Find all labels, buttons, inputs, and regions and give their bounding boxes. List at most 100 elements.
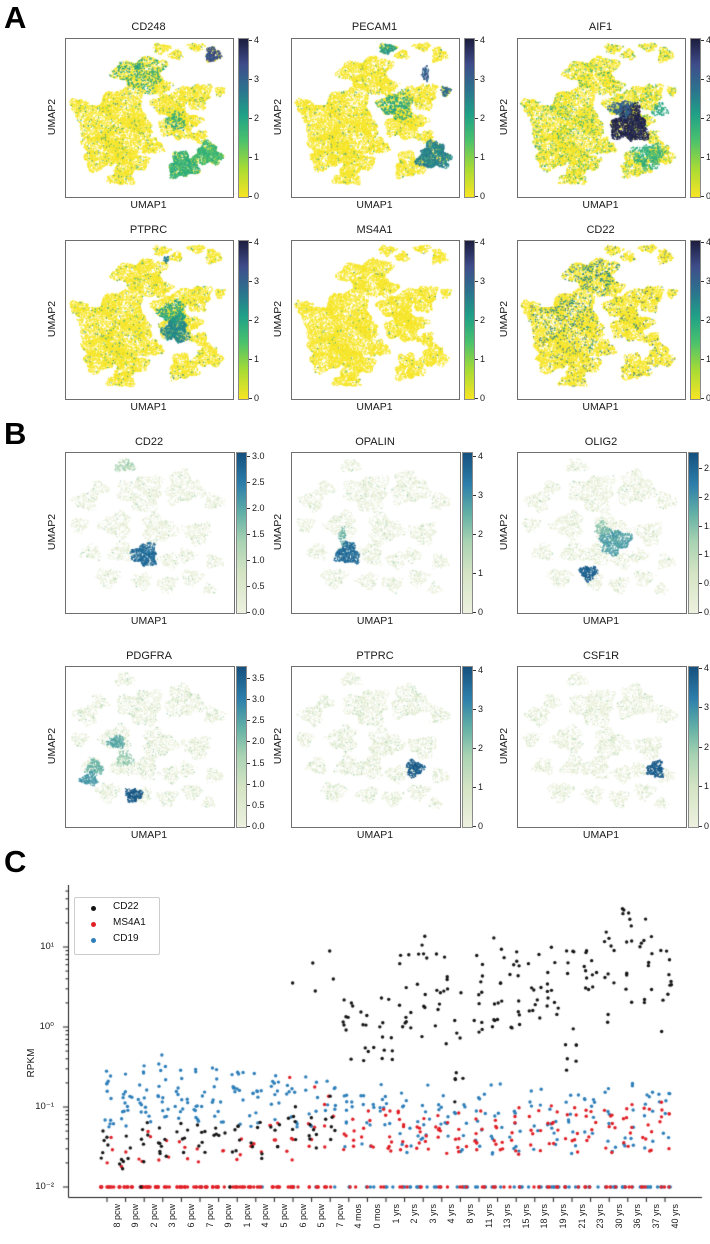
colorbar-tickmark xyxy=(473,826,476,827)
colorbar-tickmark xyxy=(701,39,704,41)
colorbar xyxy=(236,666,247,828)
umap-xlabel: UMAP1 xyxy=(356,199,393,211)
colorbar-tick-label: 3 xyxy=(706,73,710,84)
x-tick-label: 19 yrs xyxy=(557,1204,568,1229)
x-tick-label: 5 pcw xyxy=(278,1204,289,1228)
x-tick-label: 7 pcw xyxy=(204,1204,215,1228)
colorbar-tickmark xyxy=(249,196,252,197)
colorbar-tickmark xyxy=(699,583,702,585)
colorbar-tickmark xyxy=(701,196,704,197)
colorbar-tick-label: 4 xyxy=(254,236,260,247)
x-tick-label: 1 yrs xyxy=(390,1204,401,1224)
umap-xlabel: UMAP1 xyxy=(130,615,168,627)
x-tick-label: 2 pcw xyxy=(148,1204,159,1228)
x-tick-label: 15 yrs xyxy=(520,1204,531,1229)
colorbar-tick-label: 0 xyxy=(704,821,710,831)
colorbar xyxy=(236,452,247,614)
colorbar-tick-label: 2 xyxy=(704,741,710,752)
x-tick-label: 9 pcw xyxy=(223,1204,234,1228)
colorbar-tick-label: 1.0 xyxy=(252,778,265,789)
umap-ylabel: UMAP2 xyxy=(498,300,510,338)
colorbar-tick-label: 4 xyxy=(706,236,710,247)
colorbar-tick-label: 2 xyxy=(478,528,484,539)
umap-xlabel: UMAP1 xyxy=(582,401,619,413)
umap-xlabel: UMAP1 xyxy=(582,615,620,627)
colorbar-tick-label: 0 xyxy=(478,821,484,831)
colorbar xyxy=(688,452,699,614)
x-tick-label: 8 yrs xyxy=(464,1204,475,1224)
umap-plot-title: CD22 xyxy=(134,436,164,448)
colorbar-tick-label: 4 xyxy=(478,664,484,675)
colorbar-tick-label: 2 xyxy=(480,112,486,123)
colorbar-tickmark xyxy=(701,319,704,321)
colorbar-tickmark xyxy=(247,699,250,701)
umap-xlabel: UMAP1 xyxy=(356,401,393,413)
x-tick-label: 2 yrs xyxy=(409,1204,420,1224)
umap-plot-canvas-opalin xyxy=(291,452,461,614)
colorbar-tickmark xyxy=(473,708,476,710)
colorbar-tickmark xyxy=(475,241,478,243)
colorbar-tick-label: 0.0 xyxy=(252,821,265,831)
colorbar-tickmark xyxy=(247,720,250,722)
x-tick-label: 21 yrs xyxy=(576,1204,587,1229)
colorbar-tickmark xyxy=(475,319,478,321)
umap-ylabel: UMAP2 xyxy=(46,513,58,551)
colorbar-tick-label: 3.0 xyxy=(252,694,265,705)
colorbar-tickmark xyxy=(247,534,250,536)
colorbar-tick-label: 1.5 xyxy=(252,757,265,768)
x-tick-label: 36 yrs xyxy=(632,1204,643,1229)
colorbar-tick-label: 1 xyxy=(254,353,260,364)
x-tick-label: 1 pcw xyxy=(241,1204,252,1228)
colorbar-tick-label: 2.5 xyxy=(704,463,710,474)
colorbar-tick-label: 3 xyxy=(478,703,484,714)
x-tick-label: 6 pcw xyxy=(185,1204,196,1228)
colorbar xyxy=(464,240,475,400)
colorbar-tickmark xyxy=(475,358,478,360)
colorbar-tickmark xyxy=(473,747,476,749)
umap-plot-canvas-aif1 xyxy=(517,38,686,198)
x-tick-label: 4 pcw xyxy=(260,1204,271,1228)
legend-marker xyxy=(91,922,96,927)
y-tick-label: 10⁻¹ xyxy=(35,1101,54,1112)
colorbar-tickmark xyxy=(701,156,704,158)
x-tick-label: 30 yrs xyxy=(613,1204,624,1229)
colorbar-tick-label: 2.5 xyxy=(252,715,265,726)
colorbar-tickmark xyxy=(475,280,478,282)
colorbar-tick-label: 1 xyxy=(480,151,486,162)
umap-xlabel: UMAP1 xyxy=(582,829,620,841)
panel-c: 10¹ 10⁰ 10⁻¹ 10⁻² RPKM 8 pcw 9 pcw 2 pcw 3 pcw 6 … xyxy=(0,855,710,1244)
umap-ylabel: UMAP2 xyxy=(272,727,284,765)
colorbar-tickmark xyxy=(475,196,478,197)
colorbar-tickmark xyxy=(475,78,478,80)
colorbar-tick-label: 1 xyxy=(254,151,260,162)
umap-ylabel: UMAP2 xyxy=(46,98,58,136)
umap-plot-title: AIF1 xyxy=(588,21,613,33)
colorbar-tick-label: 2.0 xyxy=(252,503,265,514)
colorbar-tickmark xyxy=(249,280,252,282)
panel-a-label: A xyxy=(4,0,27,35)
legend-item: CD19 xyxy=(75,932,159,948)
legend: CD22 MS4A1 CD19 xyxy=(74,897,160,955)
umap-ylabel: UMAP2 xyxy=(272,300,284,338)
umap-xlabel: UMAP1 xyxy=(356,829,394,841)
colorbar-tickmark xyxy=(247,677,250,679)
colorbar-tickmark xyxy=(699,612,702,613)
colorbar-tick-label: 2 xyxy=(478,742,484,753)
colorbar xyxy=(462,452,473,614)
umap-xlabel: UMAP1 xyxy=(130,401,167,413)
colorbar-tickmark xyxy=(247,482,250,484)
umap-plot-canvas-pdgfra xyxy=(65,666,235,828)
rpkm-scatter-canvas xyxy=(60,885,706,1203)
umap-xlabel: UMAP1 xyxy=(130,829,168,841)
x-tick-label: 3 pcw xyxy=(167,1204,178,1228)
colorbar-tickmark xyxy=(247,456,250,458)
y-tick-label: 10⁰ xyxy=(39,1021,54,1032)
colorbar-tick-label: 2 xyxy=(706,314,710,325)
colorbar-tick-label: 3 xyxy=(478,489,484,500)
colorbar-tickmark xyxy=(475,117,478,119)
colorbar-tick-label: 1.0 xyxy=(252,555,265,566)
legend-label: CD22 xyxy=(113,901,139,912)
colorbar-tick-label: 0 xyxy=(706,191,710,201)
colorbar-tickmark xyxy=(473,533,476,535)
